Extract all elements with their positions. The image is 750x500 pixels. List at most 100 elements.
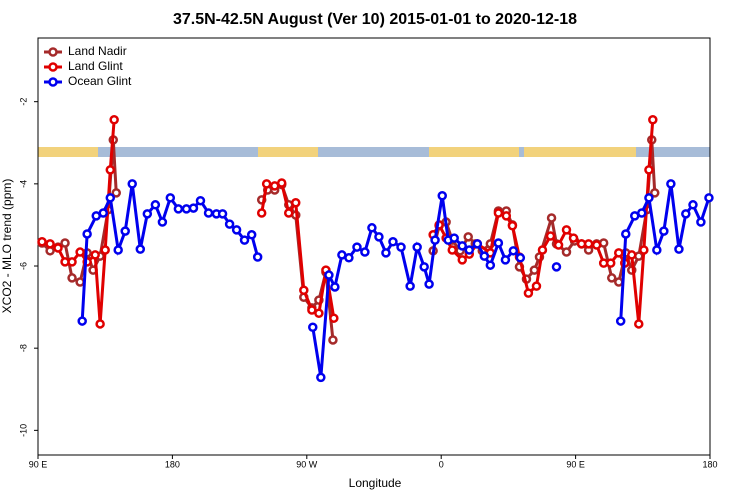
data-point <box>463 232 473 242</box>
data-point <box>283 208 294 218</box>
data-point <box>328 335 338 345</box>
data-point <box>246 230 257 240</box>
legend-marker <box>48 77 58 87</box>
legend-marker <box>48 47 58 57</box>
y-tick-label: -4 <box>18 180 28 188</box>
ocean-strip <box>38 147 710 157</box>
data-point <box>396 242 406 252</box>
data-point <box>472 239 483 249</box>
data-point <box>659 226 669 236</box>
land-strip <box>258 147 318 157</box>
data-point <box>674 244 684 254</box>
data-point <box>252 252 263 262</box>
data-point <box>135 244 146 254</box>
y-axis-label: XCO2 - MLO trend (ppm) <box>0 179 14 314</box>
series <box>37 135 660 345</box>
data-point <box>412 242 422 252</box>
data-point <box>37 237 47 247</box>
data-point <box>652 245 662 255</box>
data-point <box>507 221 518 231</box>
data-point <box>500 255 511 265</box>
data-point <box>515 253 526 263</box>
y-tick-label: -8 <box>18 344 28 352</box>
data-point <box>239 235 250 245</box>
data-point <box>53 243 63 253</box>
data-point <box>100 245 110 255</box>
land-strip <box>429 147 519 157</box>
data-point <box>95 319 105 329</box>
data-point <box>307 305 317 315</box>
data-point <box>381 248 391 258</box>
data-point <box>501 211 512 221</box>
series-line <box>311 195 522 378</box>
data-point <box>634 319 644 329</box>
data-point <box>449 233 459 243</box>
x-tick-label: 90 W <box>296 459 318 469</box>
legend-label: Land Glint <box>68 59 123 73</box>
data-point <box>606 273 617 283</box>
x-tick-label: 180 <box>702 459 717 469</box>
data-point <box>591 240 602 250</box>
series <box>37 115 658 329</box>
data-point <box>405 281 415 291</box>
data-point <box>195 195 206 206</box>
data-point <box>464 245 475 255</box>
data-point <box>217 209 228 219</box>
data-point <box>605 258 616 268</box>
data-point <box>648 115 658 125</box>
land-strip <box>38 147 98 157</box>
data-point <box>523 288 534 298</box>
data-point <box>111 188 122 198</box>
data-point <box>165 193 176 203</box>
data-point <box>173 204 184 214</box>
data-point <box>77 316 87 326</box>
data-point <box>316 372 326 383</box>
data-point <box>493 238 504 248</box>
data-point <box>142 209 153 219</box>
y-tick-label: -2 <box>18 98 28 106</box>
data-point <box>308 322 318 332</box>
data-point <box>299 285 309 296</box>
y-tick-label: -10 <box>18 424 28 437</box>
data-point <box>644 193 654 203</box>
data-point <box>430 235 440 245</box>
y-tick-label: -6 <box>18 262 28 270</box>
data-point <box>546 213 557 223</box>
data-point <box>639 245 649 255</box>
data-point <box>329 313 339 323</box>
data-point <box>75 247 85 257</box>
chart-title: 37.5N-42.5N August (Ver 10) 2015-01-01 t… <box>173 11 577 28</box>
plot-frame <box>37 37 711 456</box>
data-point <box>330 282 340 292</box>
data-point <box>614 248 624 258</box>
data-point <box>696 217 706 227</box>
data-point <box>231 225 242 235</box>
data-point <box>531 281 542 291</box>
data-point <box>614 277 624 287</box>
data-point <box>344 253 354 263</box>
data-point <box>479 251 490 261</box>
data-point <box>150 200 161 210</box>
data-point <box>90 250 100 260</box>
data-point <box>626 250 637 260</box>
data-point <box>60 238 70 248</box>
data-point <box>374 232 384 242</box>
data-point <box>314 308 324 319</box>
data-point <box>203 208 214 218</box>
data-point <box>367 223 377 233</box>
data-point <box>583 239 594 249</box>
data-point <box>424 279 434 289</box>
legend-label: Ocean Glint <box>68 74 132 88</box>
data-point <box>45 239 55 249</box>
x-axis-label: Longitude <box>349 476 402 490</box>
data-point <box>388 237 398 247</box>
data-point <box>666 179 676 189</box>
x-tick-label: 90 E <box>29 459 48 469</box>
data-point <box>493 208 504 218</box>
data-point <box>644 165 654 175</box>
data-point <box>553 240 564 250</box>
data-point <box>67 273 77 283</box>
data-point <box>649 188 660 198</box>
data-point <box>437 191 447 201</box>
